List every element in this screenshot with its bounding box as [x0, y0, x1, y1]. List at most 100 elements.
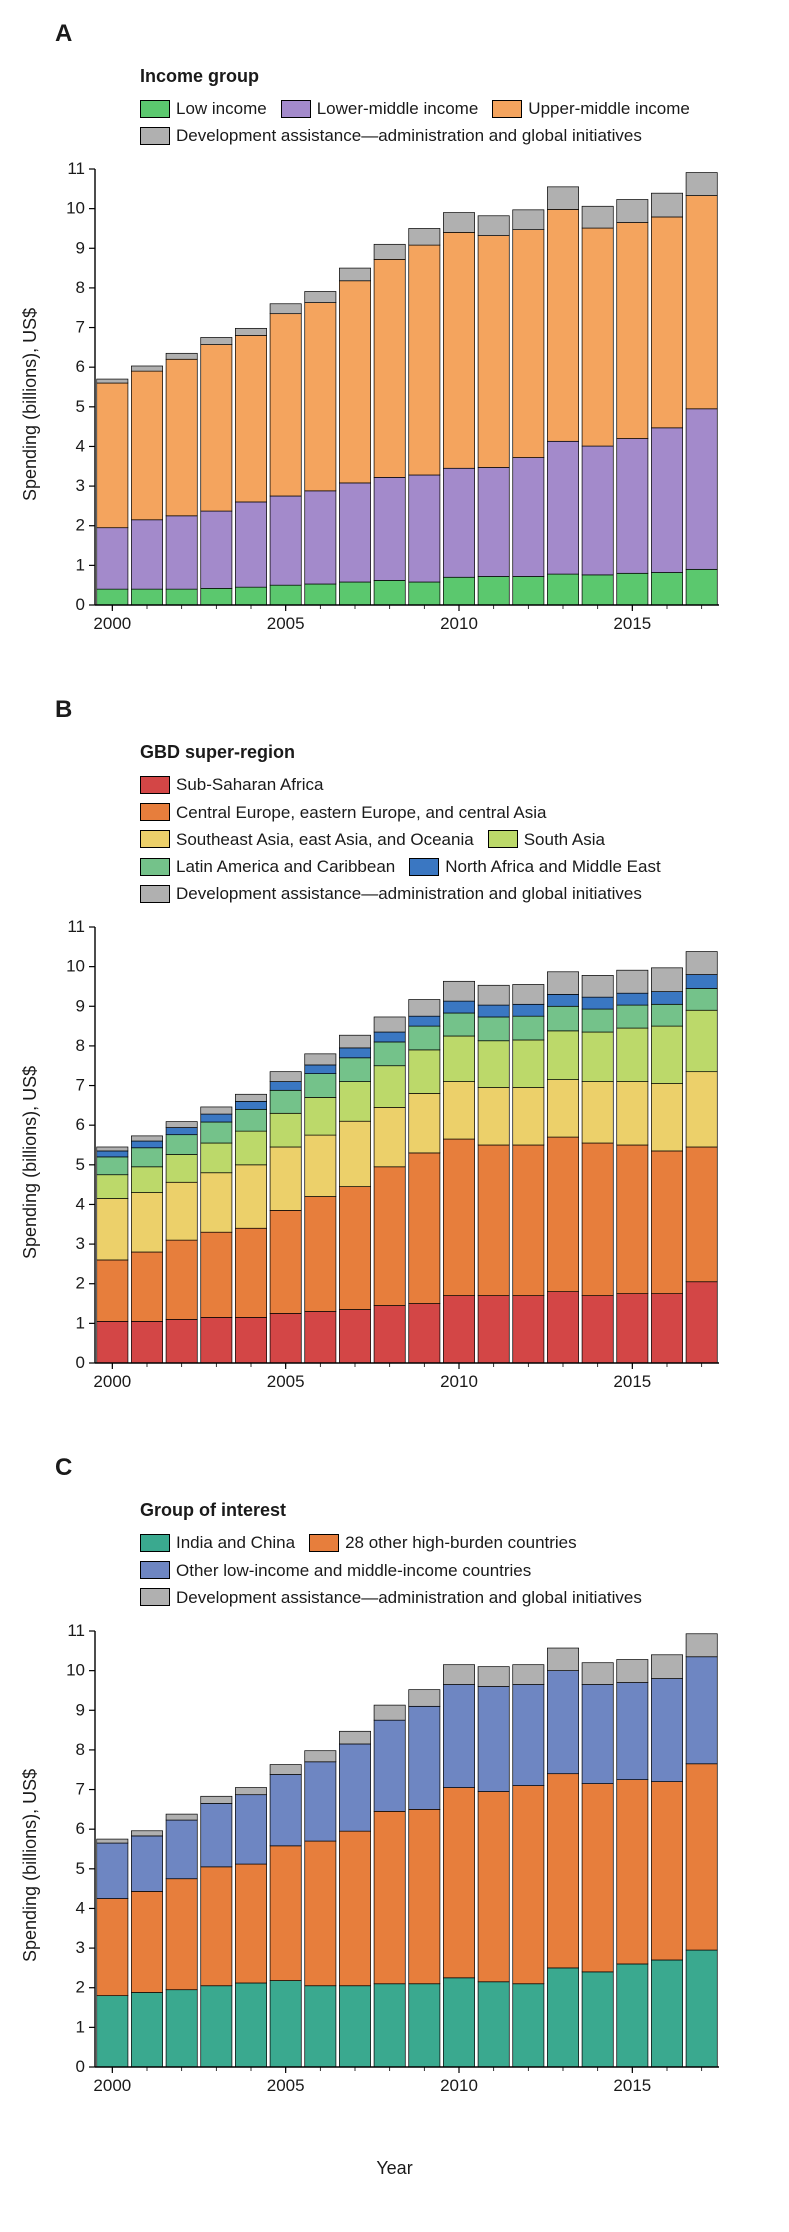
- legend-item: Upper-middle income: [492, 95, 690, 122]
- x-tick-label: 2010: [440, 2076, 478, 2095]
- legend-swatch: [140, 776, 170, 794]
- bar-segment: [166, 354, 197, 360]
- bar-segment: [651, 428, 682, 573]
- bar-segment: [686, 570, 717, 606]
- bar-segment: [374, 1042, 405, 1066]
- bar-segment: [305, 1135, 336, 1196]
- bar-segment: [686, 1147, 717, 1282]
- bar-segment: [409, 1050, 440, 1094]
- y-tick-label: 10: [66, 1661, 85, 1680]
- bar-segment: [513, 1984, 544, 2067]
- bar-segment: [443, 1296, 474, 1363]
- legend-swatch: [140, 1561, 170, 1579]
- y-tick-label: 7: [76, 1779, 85, 1798]
- bar-segment: [131, 1831, 162, 1836]
- bar-segment: [651, 573, 682, 606]
- bar-segment: [374, 1811, 405, 1983]
- bar-segment: [617, 1005, 648, 1028]
- legend-label: Lower-middle income: [317, 95, 479, 122]
- bar-segment: [409, 1026, 440, 1050]
- x-tick-label: 2005: [267, 2076, 305, 2095]
- bar-segment: [235, 1864, 266, 1983]
- bar-segment: [617, 574, 648, 606]
- legend-swatch: [488, 830, 518, 848]
- bar-segment: [97, 1199, 128, 1260]
- legend-label: Low income: [176, 95, 267, 122]
- bar-segment: [201, 1114, 232, 1122]
- bar-segment: [651, 1655, 682, 1679]
- bar-segment: [686, 1657, 717, 1764]
- bar-segment: [582, 1972, 613, 2067]
- legend-swatch: [140, 885, 170, 903]
- bar-segment: [97, 1839, 128, 1843]
- bar-segment: [651, 1960, 682, 2067]
- bar-segment: [305, 491, 336, 584]
- bar-segment: [305, 303, 336, 491]
- bar-segment: [339, 1036, 370, 1049]
- legend-label: Latin America and Caribbean: [176, 853, 395, 880]
- y-tick-label: 3: [76, 1938, 85, 1957]
- bar-segment: [513, 1296, 544, 1363]
- bar-segment: [374, 581, 405, 606]
- bar-segment: [131, 520, 162, 589]
- bar-segment: [513, 1005, 544, 1017]
- legend-label: Sub-Saharan Africa: [176, 771, 323, 798]
- bar-segment: [201, 1318, 232, 1364]
- legend-item: Development assistance—administration an…: [140, 1584, 642, 1611]
- bar-segment: [617, 1082, 648, 1145]
- bar-segment: [270, 496, 301, 585]
- x-tick-label: 2005: [267, 1372, 305, 1391]
- y-tick-label: 8: [76, 1036, 85, 1055]
- bar-segment: [547, 1648, 578, 1671]
- y-tick-label: 4: [76, 437, 85, 456]
- bar-segment: [131, 1891, 162, 1992]
- bar-segment: [235, 1102, 266, 1110]
- bar-segment: [651, 1084, 682, 1151]
- legend-label: Southeast Asia, east Asia, and Oceania: [176, 826, 474, 853]
- bar-segment: [97, 1147, 128, 1151]
- x-tick-label: 2000: [93, 1372, 131, 1391]
- bar-segment: [582, 575, 613, 605]
- legend-item: Sub-Saharan Africa: [140, 771, 323, 798]
- bar-segment: [617, 1682, 648, 1779]
- legend-swatch: [140, 1534, 170, 1552]
- bar-segment: [97, 1157, 128, 1175]
- bar-segment: [97, 379, 128, 383]
- bar-segment: [651, 968, 682, 992]
- bar-segment: [270, 586, 301, 606]
- legend-label: Upper-middle income: [528, 95, 690, 122]
- bar-segment: [478, 1017, 509, 1041]
- bar-segment: [582, 446, 613, 575]
- y-tick-label: 2: [76, 516, 85, 535]
- bar-segment: [374, 1720, 405, 1811]
- bar-segment: [201, 1143, 232, 1173]
- panel-letter: C: [55, 1454, 769, 1482]
- bar-segment: [617, 1294, 648, 1363]
- bar-segment: [97, 1843, 128, 1898]
- y-axis-label: Spending (billions), US$: [20, 922, 41, 1402]
- bar-segment: [305, 292, 336, 303]
- bar-segment: [582, 1143, 613, 1296]
- bar-segment: [443, 1013, 474, 1036]
- bar-segment: [235, 502, 266, 587]
- bar-segment: [409, 1706, 440, 1809]
- bar-segment: [166, 1820, 197, 1879]
- bar-segment: [166, 1128, 197, 1135]
- legend-swatch: [140, 100, 170, 118]
- bar-segment: [270, 1774, 301, 1845]
- bar-segment: [97, 1898, 128, 1995]
- bar-segment: [478, 1088, 509, 1145]
- bar-segment: [443, 1787, 474, 1977]
- panel-letter: A: [55, 20, 769, 48]
- bar-segment: [374, 1032, 405, 1042]
- bar-segment: [443, 1665, 474, 1685]
- bar-segment: [617, 971, 648, 994]
- bar-segment: [201, 1107, 232, 1114]
- bar-segment: [478, 236, 509, 468]
- bar-segment: [235, 1095, 266, 1102]
- legend-label: 28 other high-burden countries: [345, 1529, 577, 1556]
- legend-label: North Africa and Middle East: [445, 853, 660, 880]
- legend-item: Lower-middle income: [281, 95, 479, 122]
- bar-segment: [305, 1762, 336, 1841]
- bar-segment: [409, 245, 440, 475]
